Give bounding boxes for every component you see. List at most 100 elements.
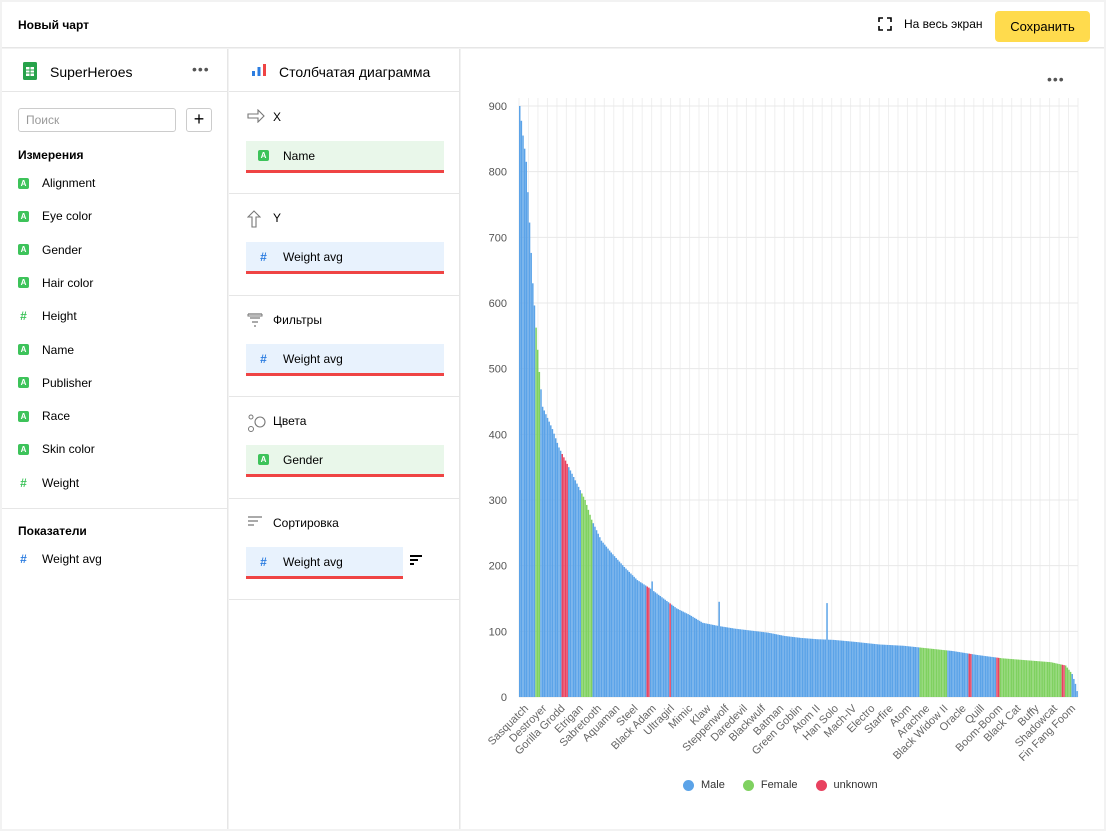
bar[interactable] (803, 638, 805, 697)
bar[interactable] (620, 563, 622, 697)
bar[interactable] (636, 580, 639, 697)
bar[interactable] (893, 645, 895, 697)
bar[interactable] (728, 627, 730, 697)
bar[interactable] (574, 480, 577, 697)
bar[interactable] (545, 414, 547, 697)
bar[interactable] (839, 640, 841, 697)
bar[interactable] (693, 617, 696, 697)
bar[interactable] (961, 652, 964, 697)
bar[interactable] (644, 585, 647, 697)
bar[interactable] (635, 578, 637, 697)
bar[interactable] (522, 135, 524, 698)
bar[interactable] (791, 636, 794, 697)
bar[interactable] (1055, 663, 1057, 697)
bar[interactable] (862, 642, 864, 697)
bar[interactable] (688, 614, 691, 697)
bar[interactable] (842, 640, 845, 697)
bar[interactable] (929, 648, 931, 697)
bar[interactable] (975, 654, 977, 697)
bar[interactable] (973, 654, 975, 697)
field-search-input[interactable] (18, 108, 176, 132)
bar[interactable] (795, 637, 797, 697)
dimension-field[interactable]: A Name (18, 340, 74, 360)
bar[interactable] (608, 550, 611, 697)
bar[interactable] (909, 646, 912, 697)
bar[interactable] (824, 639, 827, 697)
bar[interactable] (943, 650, 946, 697)
bar[interactable] (911, 646, 913, 697)
bar[interactable] (718, 601, 720, 697)
bar[interactable] (610, 552, 613, 697)
bar[interactable] (968, 653, 970, 697)
bar[interactable] (752, 630, 755, 697)
bar[interactable] (1001, 658, 1003, 697)
bar[interactable] (934, 649, 936, 697)
bar[interactable] (520, 120, 523, 697)
bar[interactable] (922, 647, 925, 697)
bar[interactable] (742, 629, 745, 697)
bar[interactable] (703, 623, 706, 697)
bar[interactable] (715, 625, 717, 697)
bar[interactable] (855, 642, 858, 697)
bar[interactable] (751, 630, 753, 697)
bar[interactable] (808, 638, 810, 697)
bar[interactable] (960, 652, 962, 697)
bar[interactable] (844, 640, 846, 697)
bar[interactable] (849, 641, 851, 697)
bar[interactable] (711, 624, 714, 697)
bar[interactable] (535, 327, 537, 697)
bar[interactable] (1048, 662, 1051, 697)
dimension-field[interactable]: A Alignment (18, 173, 95, 193)
bar[interactable] (800, 637, 802, 697)
bar[interactable] (1073, 678, 1075, 697)
bar[interactable] (641, 583, 644, 697)
bar[interactable] (741, 629, 743, 697)
bar[interactable] (832, 639, 835, 697)
bar[interactable] (533, 305, 536, 697)
bar[interactable] (581, 493, 583, 697)
bar[interactable] (1066, 667, 1069, 697)
save-button[interactable]: Сохранить (995, 11, 1090, 42)
bar[interactable] (568, 467, 570, 697)
bar[interactable] (957, 651, 959, 697)
sort-direction-icon[interactable] (409, 554, 429, 574)
bar[interactable] (917, 647, 920, 697)
bar[interactable] (582, 496, 585, 697)
bar[interactable] (854, 641, 856, 697)
bar[interactable] (930, 648, 933, 697)
bar[interactable] (837, 640, 840, 697)
bar[interactable] (773, 633, 776, 697)
bar[interactable] (1025, 660, 1028, 697)
bar[interactable] (1010, 659, 1013, 697)
chart-more-icon[interactable]: ••• (1047, 71, 1065, 87)
bar[interactable] (770, 633, 773, 697)
bar[interactable] (806, 638, 809, 697)
bar[interactable] (675, 608, 678, 697)
bar[interactable] (643, 584, 645, 697)
bar[interactable] (847, 641, 850, 697)
bar[interactable] (885, 644, 887, 697)
dimension-field[interactable]: A Hair color (18, 273, 93, 293)
bar[interactable] (901, 645, 903, 697)
bar[interactable] (621, 565, 624, 697)
bar[interactable] (654, 592, 657, 697)
bar[interactable] (672, 605, 675, 697)
bar[interactable] (590, 519, 593, 697)
bar[interactable] (679, 609, 681, 697)
bar[interactable] (827, 639, 830, 697)
dimension-field[interactable]: # Height (18, 306, 77, 326)
bar[interactable] (978, 655, 980, 697)
bar[interactable] (772, 633, 774, 697)
bar[interactable] (813, 638, 815, 697)
bar[interactable] (840, 640, 843, 697)
bar[interactable] (988, 656, 990, 697)
bar[interactable] (638, 581, 640, 697)
field-pill[interactable]: A Gender (246, 445, 444, 477)
bar[interactable] (924, 648, 926, 697)
dataset-name[interactable]: SuperHeroes (50, 64, 133, 80)
bar[interactable] (872, 643, 874, 697)
bar[interactable] (541, 406, 544, 697)
bar[interactable] (798, 637, 800, 697)
bar[interactable] (633, 576, 635, 697)
bar[interactable] (551, 429, 554, 697)
